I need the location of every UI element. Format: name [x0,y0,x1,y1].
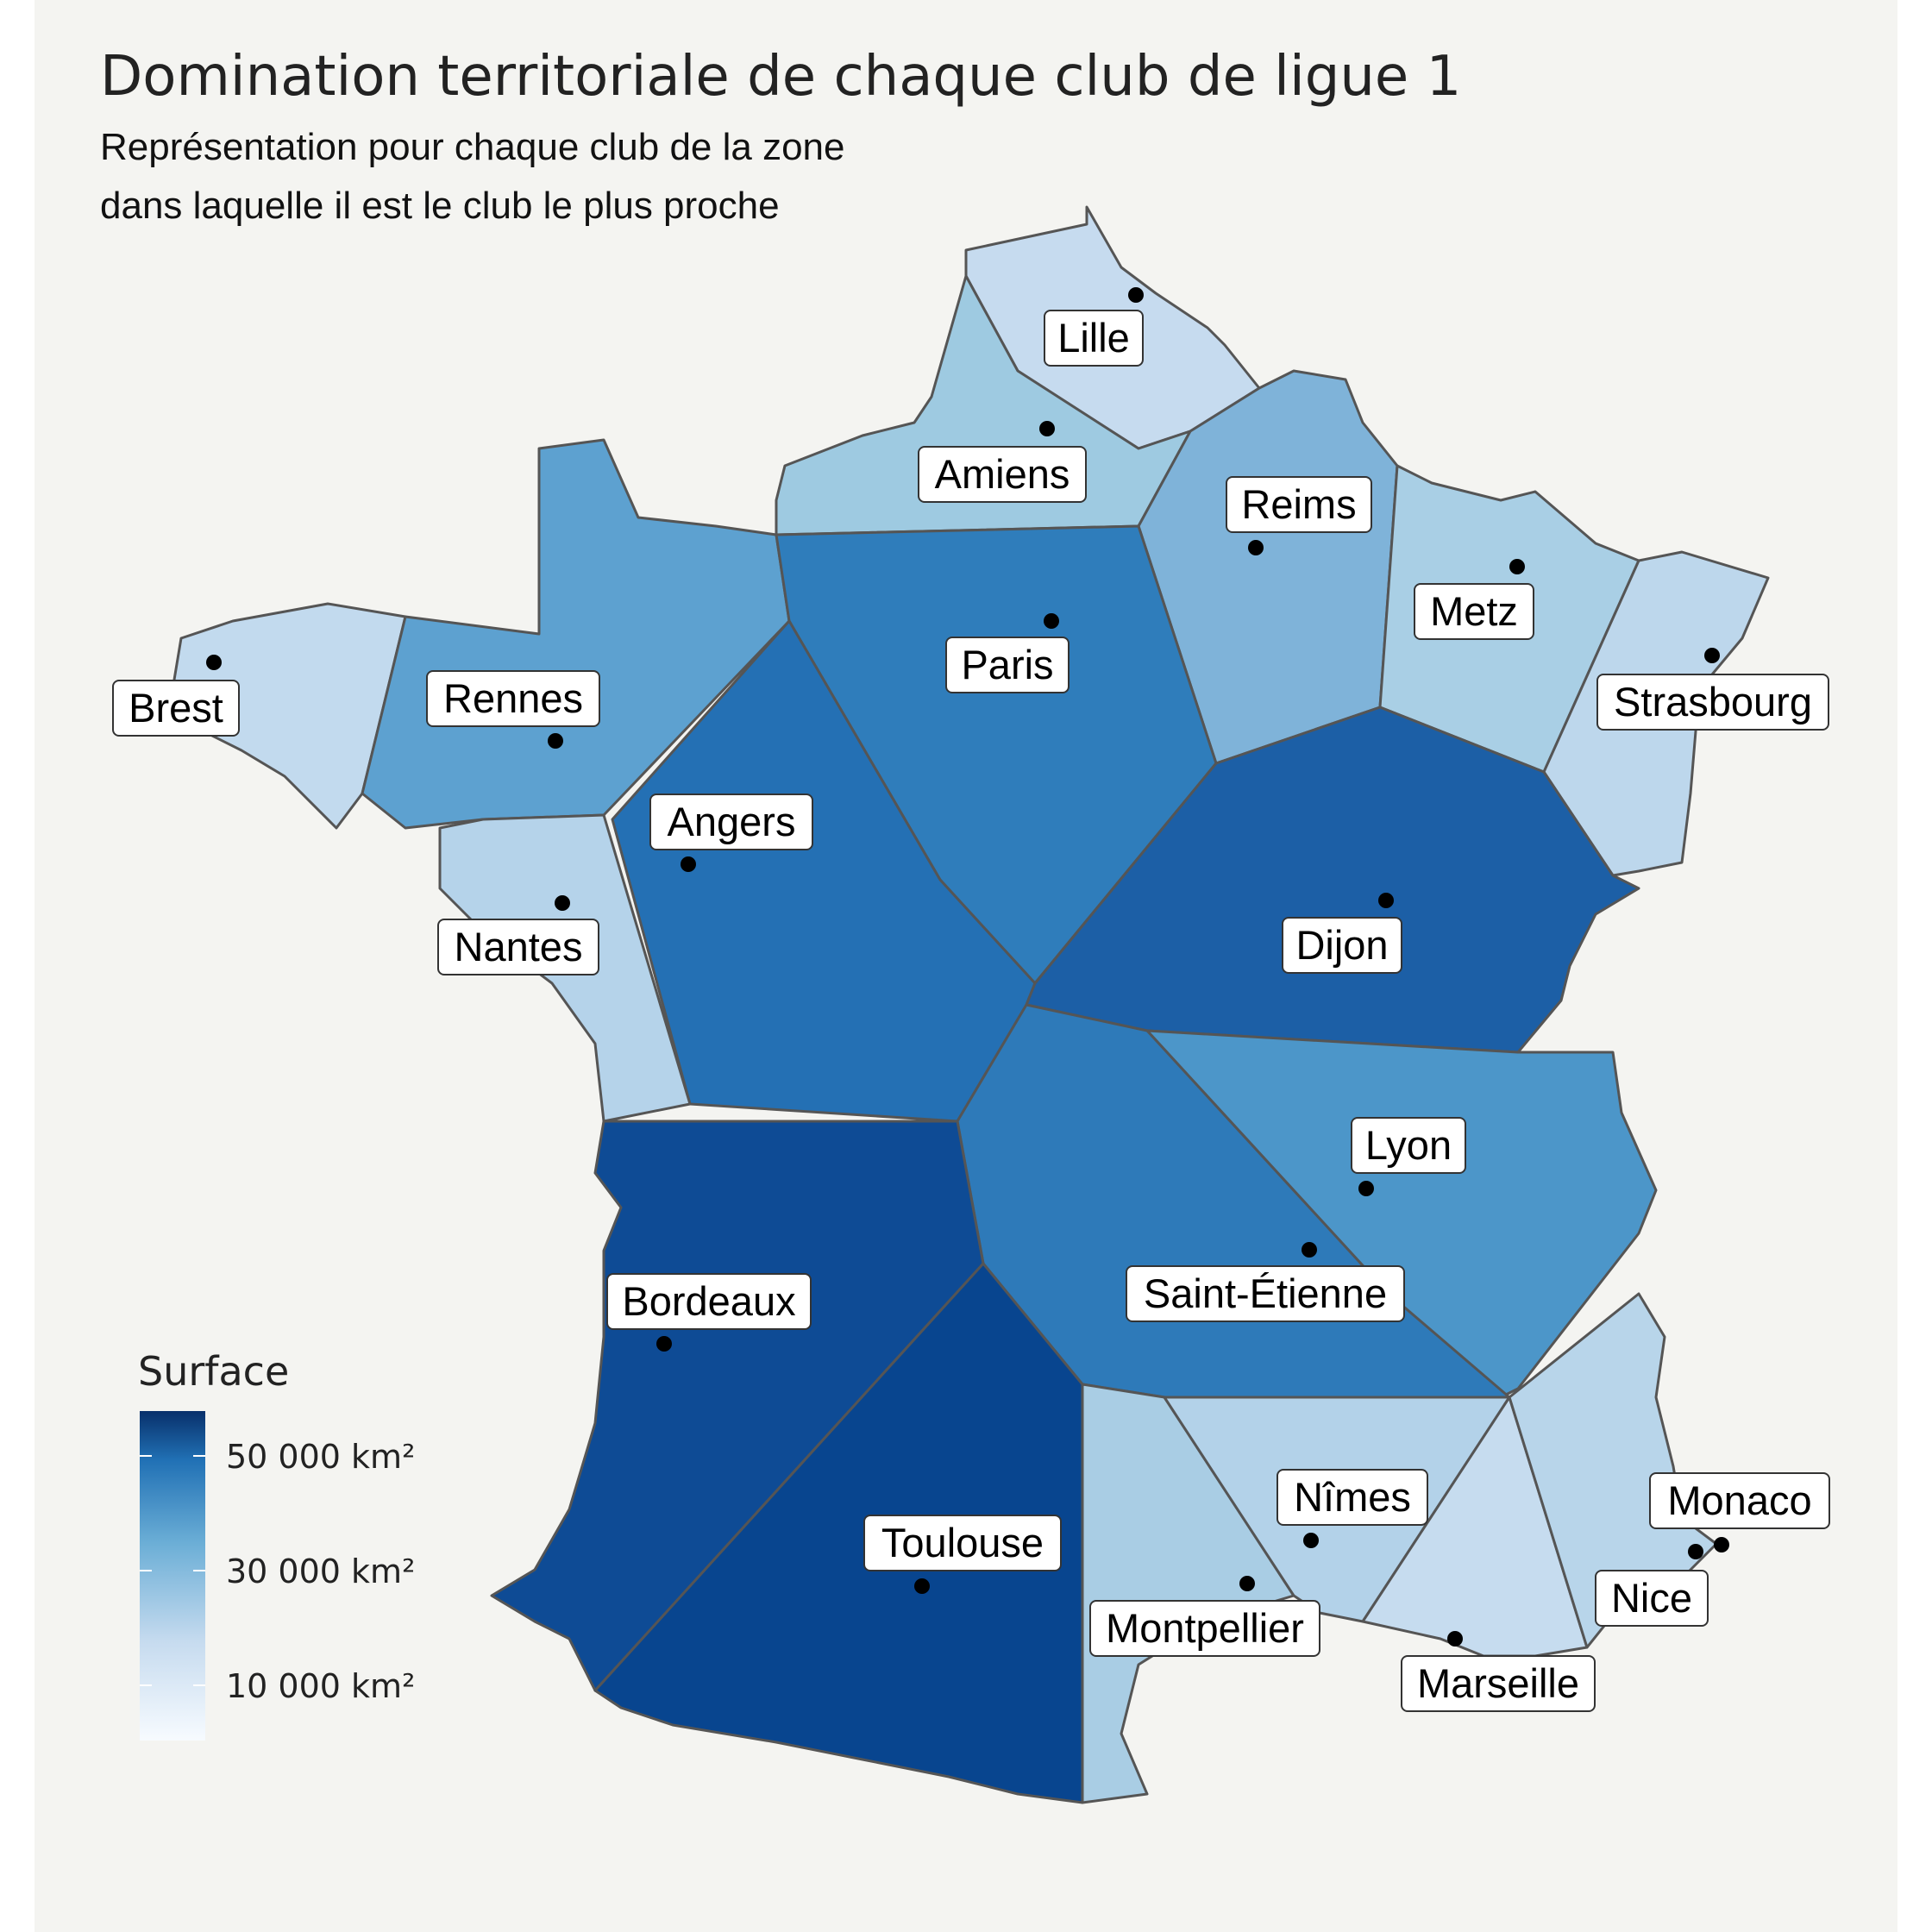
club-markers [206,287,1729,1647]
club-label-rennes: Rennes [426,670,600,727]
club-label-dijon: Dijon [1282,917,1402,974]
legend-tick-30000: 30 000 km² [226,1552,415,1590]
club-marker-nantes [555,895,570,911]
club-label-nimes: Nîmes [1276,1469,1428,1526]
svg-text:Amiens: Amiens [935,451,1070,497]
club-label-toulouse: Toulouse [863,1515,1062,1571]
club-label-amiens: Amiens [918,446,1087,503]
club-marker-monaco [1714,1537,1729,1552]
club-marker-metz [1509,559,1525,574]
svg-text:Toulouse: Toulouse [881,1520,1044,1565]
club-marker-nice [1688,1544,1703,1559]
svg-text:Angers: Angers [668,799,796,844]
club-marker-lille [1128,287,1144,303]
chart-subtitle-line-2: dans laquelle il est le club le plus pro… [100,185,780,227]
club-marker-dijon [1378,893,1394,908]
svg-text:Rennes: Rennes [443,675,583,721]
club-marker-strasbourg [1704,648,1720,663]
club-marker-nimes [1303,1533,1319,1548]
svg-text:Nice: Nice [1611,1575,1692,1621]
club-marker-angers [681,856,696,872]
svg-text:Reims: Reims [1241,481,1356,527]
svg-text:Monaco: Monaco [1667,1477,1811,1523]
legend-title: Surface [138,1348,289,1395]
club-label-nantes: Nantes [437,919,599,975]
club-label-bordeaux: Bordeaux [606,1273,812,1330]
club-marker-amiens [1039,421,1055,436]
club-marker-paris [1044,613,1059,629]
club-marker-rennes [548,733,563,749]
club-label-lille: Lille [1044,310,1144,367]
club-marker-reims [1248,540,1264,555]
svg-text:Nîmes: Nîmes [1294,1474,1411,1520]
svg-text:Saint-Étienne: Saint-Étienne [1144,1270,1387,1316]
svg-text:Marseille: Marseille [1417,1660,1579,1706]
svg-text:Montpellier: Montpellier [1106,1605,1304,1651]
club-label-metz: Metz [1414,583,1534,640]
club-label-saint-etienne: Saint-Étienne [1126,1265,1405,1322]
club-label-nice: Nice [1595,1570,1709,1627]
legend-tick-10000: 10 000 km² [226,1667,415,1705]
chart-subtitle-line-1: Représentation pour chaque club de la zo… [100,126,845,168]
club-marker-bordeaux [656,1336,672,1352]
club-marker-toulouse [914,1578,930,1594]
club-label-strasbourg: Strasbourg [1596,674,1829,731]
club-label-lyon: Lyon [1351,1117,1466,1174]
legend-colorbar [140,1411,205,1741]
club-label-monaco: Monaco [1649,1472,1830,1529]
club-labels: Lille Amiens Reims Metz Strasbourg Brest… [112,310,1830,1712]
club-marker-montpellier [1239,1576,1255,1591]
legend-tick-50000: 50 000 km² [226,1438,415,1476]
svg-text:Paris: Paris [961,642,1053,687]
svg-text:Nantes: Nantes [455,924,583,969]
club-label-angers: Angers [649,794,813,850]
club-label-marseille: Marseille [1401,1655,1596,1712]
club-marker-brest [206,655,222,670]
club-label-reims: Reims [1226,476,1372,533]
club-marker-saint-etienne [1302,1242,1317,1258]
svg-text:Brest: Brest [129,685,223,731]
svg-text:Lyon: Lyon [1365,1122,1452,1168]
club-label-brest: Brest [112,680,240,737]
chart-title: Domination territoriale de chaque club d… [100,45,1462,109]
svg-text:Strasbourg: Strasbourg [1614,679,1812,724]
club-marker-marseille [1447,1631,1463,1647]
svg-text:Dijon: Dijon [1295,922,1388,968]
club-marker-lyon [1358,1181,1374,1196]
legend: Surface 50 000 km² 30 000 km² 10 000 km² [138,1348,415,1741]
club-label-montpellier: Montpellier [1089,1600,1320,1657]
svg-text:Lille: Lille [1057,315,1130,361]
svg-text:Metz: Metz [1430,588,1518,634]
club-label-paris: Paris [945,637,1070,693]
svg-text:Bordeaux: Bordeaux [622,1278,795,1324]
